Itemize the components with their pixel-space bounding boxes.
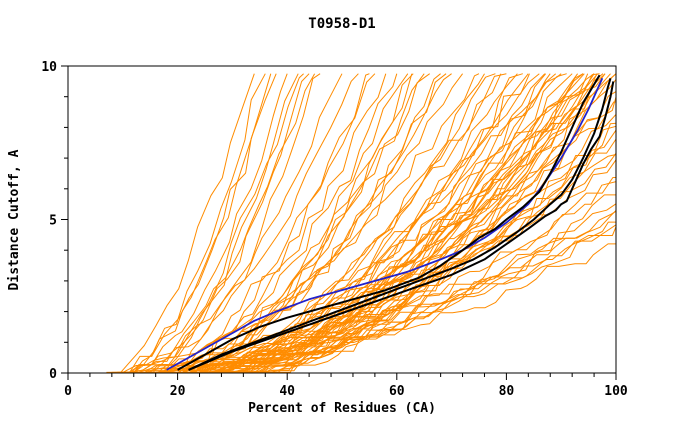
prediction-curve [205,73,557,373]
y-axis-label: Distance Cutoff, A [7,149,22,290]
highlight-curves-layer [177,74,615,371]
x-tick-label: 100 [604,384,628,399]
x-axis-label: Percent of Residues (CA) [248,401,436,416]
prediction-curve [265,73,606,373]
prediction-curve [161,73,452,373]
y-tick-label: 0 [49,367,57,382]
prediction-curve [215,73,589,373]
prediction-curves-layer [106,73,617,373]
prediction-curve [144,73,299,373]
prediction-curve [133,73,464,373]
prediction-curve [128,73,310,373]
prediction-curve [276,73,617,373]
prediction-curve [215,96,617,373]
y-tick-label: 5 [49,214,57,229]
highlight-curve [177,74,601,371]
prediction-curve [133,73,277,373]
prediction-curve [155,73,304,373]
prediction-curve [111,73,255,373]
prediction-curve [139,73,316,373]
prediction-curve [122,73,343,373]
prediction-curve [205,73,611,373]
prediction-curve [172,73,579,373]
prediction-curve [106,73,272,373]
reference-curve [166,77,604,371]
y-tick-label: 10 [41,60,57,75]
prediction-curve [205,210,617,373]
x-tick-label: 0 [64,384,72,399]
prediction-curve [237,210,617,373]
prediction-curve [254,73,584,373]
prediction-curve [226,226,617,373]
prediction-curve [122,73,266,373]
prediction-curve [155,73,387,373]
axes-layer: 0 20 40 60 80 100 0 5 10 [41,60,628,399]
x-tick-label: 40 [279,384,295,399]
prediction-curve [210,73,530,373]
highlight-curve [188,78,612,371]
x-tick-label: 20 [170,384,186,399]
prediction-curve [117,73,398,373]
prediction-curve [259,221,616,373]
prediction-curve [166,73,376,373]
reference-curve-layer [166,77,604,371]
prediction-curve [144,73,370,373]
x-tick-label: 80 [499,384,515,399]
prediction-curve [183,73,485,373]
chart-title: T0958-D1 [308,16,375,32]
highlight-curve [188,81,615,371]
prediction-curve [221,153,617,373]
prediction-curve [117,73,288,373]
prediction-curve [216,73,551,373]
prediction-curve [150,73,502,373]
x-tick-label: 60 [389,384,405,399]
prediction-curve [133,73,359,373]
prediction-curve [210,73,606,373]
